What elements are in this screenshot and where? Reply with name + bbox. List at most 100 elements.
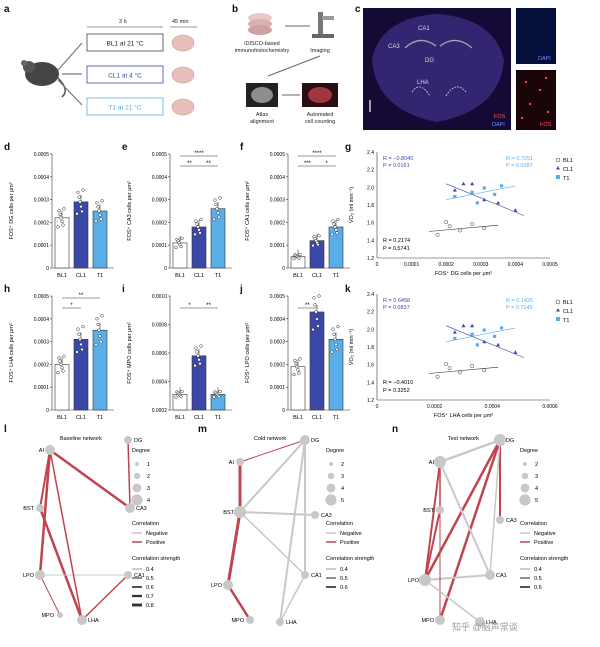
y-tick-label: 2.4 (367, 292, 374, 298)
x-tick-label: BL1 (57, 273, 67, 279)
x-tick-label: 0 (376, 262, 379, 268)
data-point (196, 354, 200, 358)
network-edge (39, 449, 51, 509)
data-point (95, 201, 99, 205)
data-point (57, 208, 61, 213)
cl1-point (470, 323, 475, 328)
panel-label: m (198, 424, 207, 435)
brain-icon (171, 66, 195, 84)
network-edge (38, 448, 52, 577)
node-label: LHA (286, 620, 297, 626)
bl1-point (447, 366, 452, 371)
cl1-point (470, 181, 475, 186)
network-edge (279, 574, 306, 623)
t1-point (470, 190, 474, 194)
data-point (330, 232, 334, 236)
y-axis-label: FOS⁺ LPO cells per μm² (244, 323, 251, 383)
network-edge (81, 574, 129, 621)
scatter-panel-g: g 1.2 1.4 1.6 1.8 2.0 2.2 2.4 0 0.0001 0.0002 0.000… (345, 142, 573, 277)
data-point (96, 322, 100, 327)
bar-panel-j: j 0 0.0001 0.0002 0.0003 0.0004 0.0005 FOS⁺ LPO… (239, 284, 350, 421)
data-point (60, 219, 64, 224)
legend-degree-label: 3 (535, 474, 538, 480)
t1-point (475, 201, 479, 205)
panel-label: i (122, 284, 125, 295)
x-tick-label: T1 (333, 273, 339, 279)
stat-t1-p: P = 0.0287 (506, 163, 533, 169)
data-point (79, 342, 83, 347)
node-ca1 (124, 571, 132, 579)
data-point (314, 310, 318, 314)
node-lha (276, 618, 284, 626)
node-label: BST (23, 506, 34, 512)
y-tick-label: 0.0002 (270, 362, 286, 368)
node-bst (436, 506, 444, 514)
node-label: DG (134, 438, 142, 444)
significance-label: **** (194, 151, 204, 157)
network-title: Baseline network (60, 436, 102, 442)
legend-negative-label: Negative (340, 531, 362, 537)
t1-point (470, 332, 474, 336)
condition-cl1-box (86, 65, 164, 84)
data-point (78, 337, 82, 341)
legend-degree-marker (135, 462, 139, 466)
step-alignment: alignment (250, 119, 274, 125)
stat-bl1-p: P = 0.3252 (383, 388, 410, 394)
x-tick-label: T1 (97, 273, 103, 279)
data-point (315, 317, 319, 321)
cl1-point (461, 323, 466, 328)
panel-label: n (392, 424, 398, 435)
data-point (199, 344, 203, 348)
data-point (98, 334, 102, 338)
node-lha (77, 615, 87, 625)
inset-dapi-label: DAPI (538, 56, 551, 62)
data-point (59, 216, 63, 220)
legend-degree-label: 2 (341, 462, 344, 468)
node-label: MPO (231, 618, 244, 624)
step-automated: Automated (307, 112, 334, 118)
data-point (218, 196, 222, 200)
bar-panel-h: h 0 0.0001 0.0002 0.0003 0.0004 0.0005 FOS⁺ LHA… (4, 284, 114, 421)
x-tick-label: BL1 (175, 415, 185, 421)
y-tick-label: 2.2 (367, 310, 374, 316)
y-axis-label: FOS⁺ LHA cells per μm² (8, 323, 15, 382)
y-tick-label: 0 (282, 408, 285, 414)
network-edge (423, 438, 502, 582)
data-point (298, 252, 302, 257)
stain-fos: FOS (494, 114, 506, 120)
y-tick-label: 0.0001 (270, 385, 286, 391)
legend-degree-marker (523, 462, 527, 466)
data-point (298, 357, 302, 361)
inset-fos-label: FOS (540, 122, 552, 128)
bar-panel-d: d 0 0.0001 0.0002 0.0003 0.0004 0.0005 FOS⁺ DG … (4, 142, 114, 279)
data-point (95, 317, 99, 321)
data-point (77, 195, 81, 199)
brain-slice-icon (248, 25, 272, 35)
condition-t1-box (86, 97, 164, 116)
step-atlas: Atlas (256, 112, 268, 118)
panel-label: l (4, 424, 7, 435)
network-edge (239, 511, 306, 576)
network-panel-l: l Baseline network AI DG BST CA3 LPO CA1 MPO LHA D… (4, 424, 180, 625)
node-label: DG (506, 438, 514, 444)
cl1-fit-line (446, 325, 525, 358)
cl1-point (513, 208, 518, 212)
x-tick-label: 0.0002 (439, 262, 455, 268)
significance-label: * (325, 161, 328, 167)
t1-point (493, 192, 497, 196)
legend-degree-label: 4 (535, 486, 538, 492)
bl1-point (435, 374, 440, 379)
arrow-t1 (57, 79, 83, 106)
node-dg (300, 435, 310, 445)
node-label: AI (429, 460, 435, 466)
bl1-fit-line (428, 366, 499, 374)
y-tick-label: 0.0002 (270, 220, 286, 226)
stat-t1-p: P = 0.7145 (506, 305, 533, 311)
data-point (317, 294, 321, 298)
condition-cl1-text: CL1 at 4 °C (108, 72, 142, 80)
node-label: LHA (88, 618, 99, 624)
x-tick-label: T1 (215, 273, 221, 279)
x-tick-label: 0.0004 (485, 404, 501, 410)
arrow-bl1 (57, 42, 83, 71)
y-tick-label: 0.0001 (34, 385, 50, 391)
